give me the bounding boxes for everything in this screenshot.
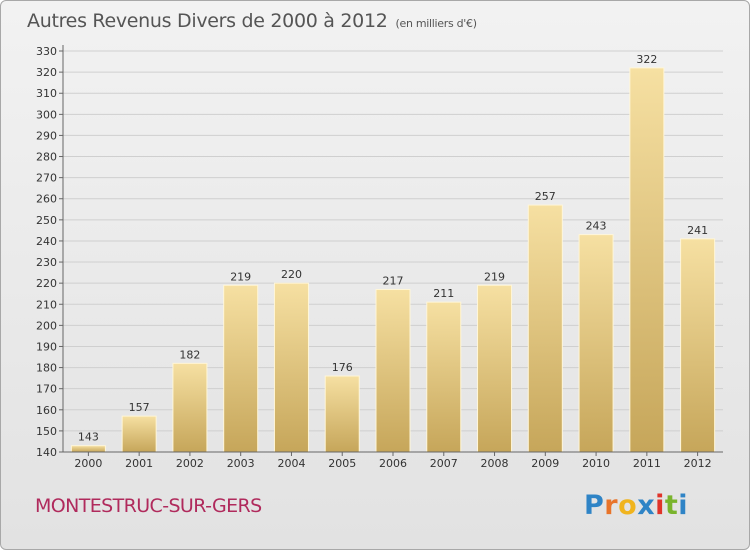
logo-letter: i — [655, 490, 665, 521]
bars-group: 143 157 182 219 220 176 217 211 219 257 243 322 241 — [70, 53, 716, 453]
bar — [324, 375, 360, 453]
x-tick-label: 2001 — [125, 457, 153, 470]
bar — [680, 238, 716, 453]
y-tick-label: 210 — [36, 298, 57, 311]
y-tick-label: 190 — [36, 340, 57, 353]
bar-value-label: 182 — [179, 348, 200, 361]
x-tick-label: 2000 — [74, 457, 102, 470]
x-tick-label: 2005 — [328, 457, 356, 470]
chart-subtitle: (en milliers d'€) — [395, 17, 477, 30]
x-tick-label: 2002 — [176, 457, 204, 470]
logo-letter: i — [678, 490, 689, 521]
bar — [223, 284, 259, 453]
logo-letter: o — [618, 490, 638, 521]
bar — [629, 67, 665, 453]
logo-letter: t — [664, 490, 679, 521]
y-tick-label: 240 — [36, 235, 57, 248]
bar — [527, 204, 563, 453]
y-tick-label: 300 — [36, 108, 57, 121]
y-tick-label: 260 — [36, 193, 57, 206]
y-tick-label: 290 — [36, 129, 57, 142]
bar-value-label: 211 — [433, 287, 454, 300]
logo-letter: P — [584, 490, 605, 521]
y-tick-label: 250 — [36, 214, 57, 227]
chart-title-text: Autres Revenus Divers de 2000 à 2012 — [27, 10, 388, 32]
bar-value-label: 219 — [484, 270, 505, 283]
y-tick-label: 160 — [36, 404, 57, 417]
y-tick-label: 330 — [36, 45, 57, 58]
x-tick-label: 2010 — [582, 457, 610, 470]
bar — [121, 415, 157, 453]
y-tick-label: 270 — [36, 172, 57, 185]
bar — [273, 282, 309, 453]
bar — [70, 445, 106, 453]
y-tick-label: 170 — [36, 383, 57, 396]
bar — [426, 301, 462, 453]
bar-value-label: 219 — [230, 270, 251, 283]
bar — [172, 362, 208, 453]
logo-letter: x — [637, 490, 656, 521]
y-tick-label: 220 — [36, 277, 57, 290]
x-tick-label: 2004 — [277, 457, 305, 470]
y-tick-label: 180 — [36, 362, 57, 375]
bar-value-label: 217 — [383, 274, 404, 287]
bar — [477, 284, 513, 453]
chart-title: Autres Revenus Divers de 2000 à 2012 (en … — [27, 10, 477, 32]
bar-value-label: 157 — [129, 401, 150, 414]
bar-value-label: 143 — [78, 431, 99, 444]
x-tick-label: 2011 — [633, 457, 661, 470]
bar-value-label: 322 — [636, 53, 657, 66]
x-tick-label: 2006 — [379, 457, 407, 470]
x-tick-label: 2008 — [481, 457, 509, 470]
bar-value-label: 176 — [332, 361, 353, 374]
logo-letter: r — [604, 490, 619, 521]
proxiti-logo: Proxiti — [584, 490, 688, 521]
bar-value-label: 257 — [535, 190, 556, 203]
y-tick-label: 320 — [36, 66, 57, 79]
bar — [578, 234, 614, 453]
x-tick-label: 2012 — [684, 457, 712, 470]
y-tick-label: 150 — [36, 425, 57, 438]
x-tick-label: 2003 — [227, 457, 255, 470]
x-tick-label: 2009 — [531, 457, 559, 470]
commune-name: MONTESTRUC-SUR-GERS — [35, 495, 262, 517]
axes-group: 140 150 160 170 180 190 200 210 220 230 240 250 260 2… — [36, 45, 723, 470]
x-tick-label: 2007 — [430, 457, 458, 470]
y-tick-label: 230 — [36, 256, 57, 269]
y-tick-label: 200 — [36, 319, 57, 332]
bar-value-label: 243 — [586, 220, 607, 233]
bar-value-label: 220 — [281, 268, 302, 281]
bar-value-label: 241 — [687, 224, 708, 237]
y-tick-label: 280 — [36, 151, 57, 164]
y-tick-label: 310 — [36, 87, 57, 100]
y-tick-label: 140 — [36, 446, 57, 459]
bar — [375, 288, 411, 453]
